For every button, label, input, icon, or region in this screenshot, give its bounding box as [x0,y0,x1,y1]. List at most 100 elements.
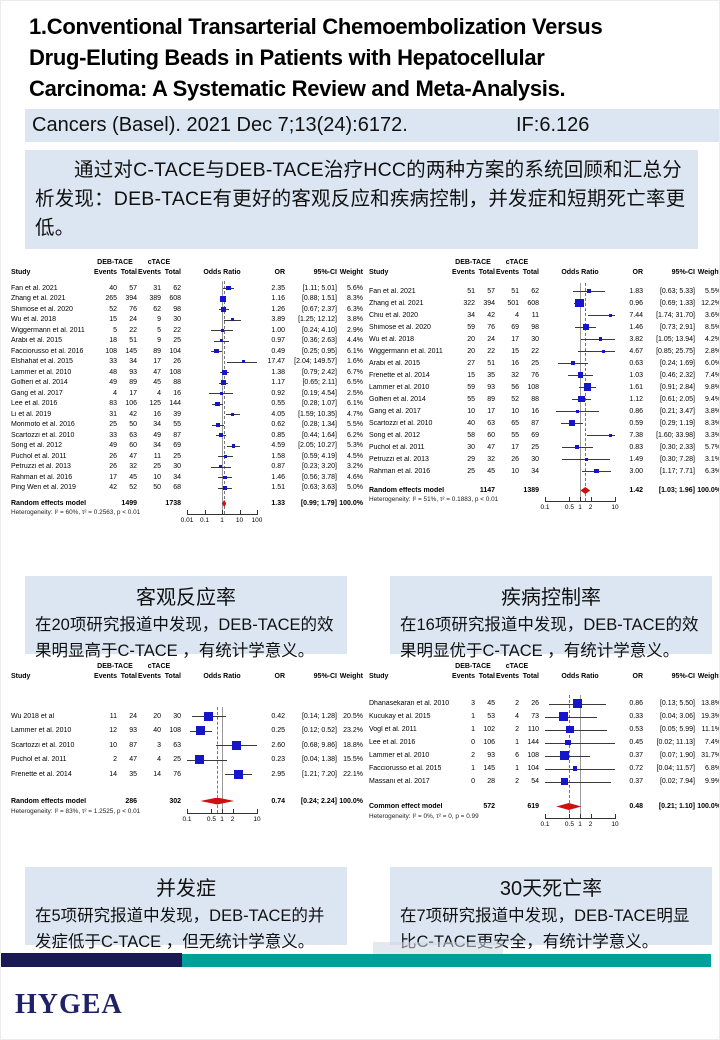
heterogeneity-text: Heterogeneity: I² = 60%, τ² = 0.2563, p … [11,509,141,516]
deb-events-value: 20 [467,347,475,355]
study-name: Zhang et al. 2021 [11,295,66,303]
ci-value: [1.21; 7.20] [301,770,337,778]
group-ctace-label: cTACE [505,258,529,266]
group-ctace-label: cTACE [147,662,171,670]
col-events: Events [94,672,117,680]
col-study: Study [369,672,389,680]
study-name: Li et al. 2019 [11,410,52,418]
ci-value: [0.05; 5.99] [659,726,695,733]
summary-or-value: 0.74 [271,797,285,805]
ctace-events-value: 16 [511,359,519,367]
or-value: 0.33 [629,713,643,720]
deb-events-value: 322 [463,299,475,307]
deb-events-value: 12 [109,727,117,735]
ctace-events-value: 47 [153,368,161,376]
study-name: Petruzzi et al. 2013 [369,455,429,463]
ctace-events-value: 11 [153,452,161,460]
deb-total-value: 45 [487,700,495,707]
ctace-events-value: 1 [515,765,519,772]
or-square-marker [220,380,226,386]
or-square-marker [195,755,205,765]
forest-graph-cell [187,399,257,410]
forest-row: Rahman et al. 2016 17 45 10 34 1.46 [0.56; 3.7… [11,472,363,483]
deb-events-value: 17 [109,473,117,481]
axis-tick [222,510,223,515]
deb-events-value: 40 [467,419,475,427]
summary-effect-line [224,281,226,514]
or-square-marker [215,401,220,406]
or-value: 1.17 [271,379,285,387]
weight-value: 23.2% [343,727,363,735]
or-value: 1.12 [629,395,643,403]
deb-total-value: 76 [129,305,137,313]
ctace-events-value: 49 [153,431,161,439]
deb-total-value: 35 [487,371,495,379]
forest-row: Scartozzi et al. 2010 40 63 65 87 0.59 [0.29; … [369,417,719,429]
ctace-events-value: 25 [153,463,161,471]
ctace-total-value: 30 [173,712,181,720]
forest-row: Lammer et al. 2010 2 93 6 108 0.37 [0.07; 1.90… [369,749,720,762]
ci-value: [2.05; 10.27] [298,442,337,450]
weight-value: 31.7% [701,752,720,759]
col-total: Total [478,268,495,276]
ctace-total-value: 87 [531,419,539,427]
axis-tick-label: 2 [588,504,593,511]
forest-graph-cell [187,420,257,431]
summary-ci-value: [1.03; 1.96] [658,487,695,494]
forest-graph-cell [187,357,257,368]
or-value: 2.60 [271,741,285,749]
or-value: 4.67 [629,347,643,355]
or-value: 4.05 [271,410,285,418]
study-name: Lammer et al. 2010 [11,368,72,376]
weight-value: 5.6% [347,284,363,292]
ci-value: [0.21; 3.47] [659,407,695,415]
ctace-total-value: 39 [173,410,181,418]
forest-graph-cell [545,710,615,723]
col-odds-ratio: Odds Ratio [203,268,241,276]
forest-row: Scartozzi et al. 2010 10 87 3 63 2.60 [0.68; 9… [11,738,363,753]
ctace-total-value: 55 [173,421,181,429]
axis-tick-label: 1 [578,821,582,828]
ctace-total-value: 104 [169,347,181,355]
ctace-events-value: 2 [515,726,519,733]
ci-value: [0.02; 11.13] [656,739,695,746]
axis-tick-label: 0.5 [206,815,216,823]
forest-row: Rahman et al. 2016 25 45 10 34 3.00 [1.17; 7.7… [369,465,719,477]
col-total: Total [478,672,495,680]
ctace-events-value: 55 [511,431,519,439]
ctace-total-value: 108 [169,368,181,376]
deb-total-value: 93 [487,383,495,391]
deb-total-value: 93 [129,727,137,735]
forest-row: Wu 2018 et al 11 24 20 30 0.42 [0.14; 1.28] 20.… [11,709,363,724]
weight-value: 6.2% [347,431,363,439]
or-value: 0.37 [629,778,643,785]
or-value: 0.53 [629,726,643,733]
or-square-marker [577,372,584,378]
ci-line [545,729,608,731]
col-ci: 95%-CI [671,268,695,276]
deb-events-value: 10 [467,407,475,415]
forest-graph-cell [545,321,615,333]
ci-value: [0.28; 1.07] [301,400,337,408]
or-value: 2.95 [271,770,285,778]
summary-row: Common effect model 572 619 0.48 [0.21; 1.10… [369,800,719,813]
study-name: Lammer et al. 2010 [11,727,72,735]
ci-value: [0.59; 4.19] [301,452,337,460]
col-odds-ratio: Odds Ratio [561,672,599,680]
weight-value: 9.8% [705,383,720,391]
weight-value: 5.5% [347,421,363,429]
weight-value: 4.2% [705,335,720,343]
group-deb-tace-label: DEB-TACE [455,258,491,266]
deb-events-value: 108 [105,347,117,355]
deb-events-value: 4 [113,389,117,397]
forest-row: Song et al. 2012 58 60 55 69 7.38 [1.60; 33.98… [369,429,719,441]
summary-ci-value: [0.21; 1.10] [658,803,695,810]
study-name: Lee et al. 2016 [11,400,58,408]
deb-events-value: 14 [109,770,117,778]
ci-value: [0.14; 1.28] [301,712,337,720]
forest-graph-cell [187,378,257,389]
ci-value: [0.44; 1.64] [301,431,337,439]
deb-events-value: 1 [471,726,475,733]
ctace-events-value: 40 [153,727,161,735]
study-name: Chiu et al. 2020 [369,311,419,319]
